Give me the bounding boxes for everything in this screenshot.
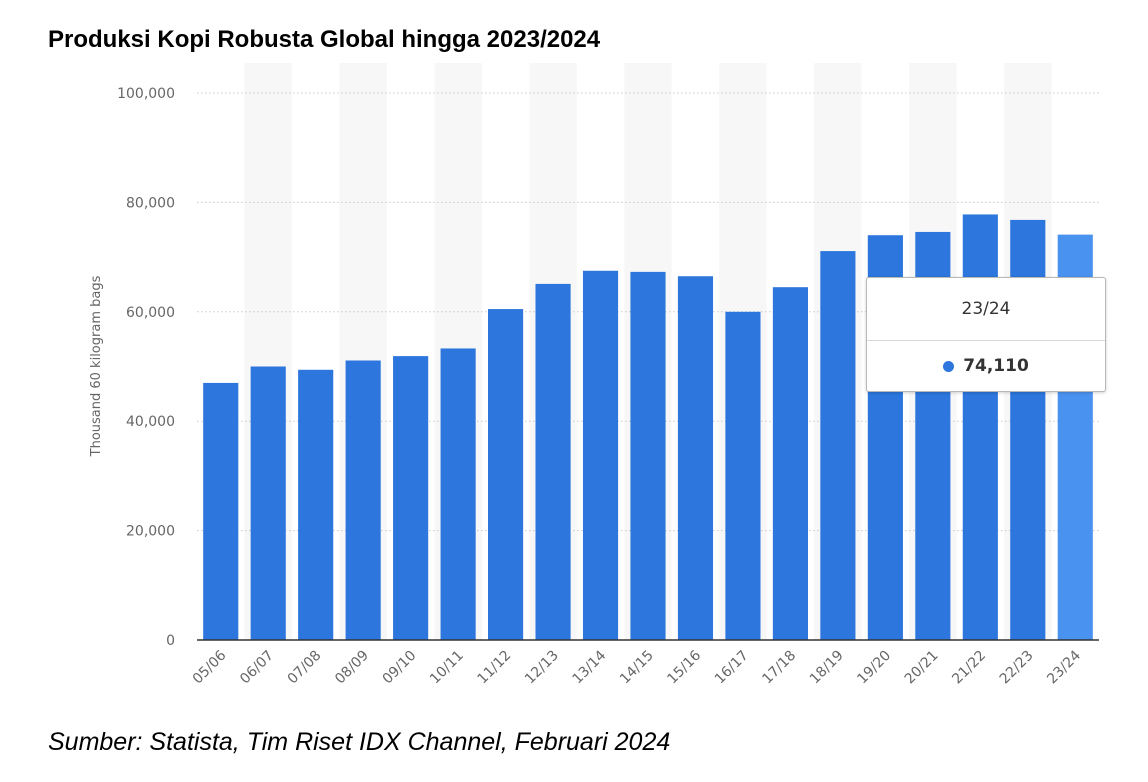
x-tick-label: 18/19 xyxy=(807,648,847,688)
y-tick-label: 0 xyxy=(166,633,175,649)
series-dot-icon xyxy=(943,360,955,372)
x-tick-label: 09/10 xyxy=(380,648,420,688)
y-tick-label: 20,000 xyxy=(126,524,175,540)
x-tick-label: 22/23 xyxy=(997,648,1037,688)
bar[interactable] xyxy=(677,276,714,640)
x-tick-label: 05/06 xyxy=(190,647,230,687)
y-tick-label: 40,000 xyxy=(126,414,175,430)
tooltip-value-row: 74,110 xyxy=(867,341,1105,391)
x-tick-label: 14/15 xyxy=(617,648,657,688)
x-tick-label: 23/24 xyxy=(1044,647,1084,687)
bar-chart: 0 20,000 40,000 60,000 80,000 100,000 05/06 06… xyxy=(89,86,1099,688)
chart-title: Produksi Kopi Robusta Global hingga 2023… xyxy=(48,26,601,53)
bar[interactable] xyxy=(582,270,619,640)
x-tick-label: 16/17 xyxy=(712,648,752,688)
bar[interactable] xyxy=(393,356,429,640)
bar[interactable] xyxy=(630,271,666,640)
y-tick-label: 60,000 xyxy=(126,305,175,321)
bar[interactable] xyxy=(298,369,334,640)
x-tick-label: 13/14 xyxy=(570,647,610,687)
x-tick-label: 10/11 xyxy=(427,648,467,688)
tooltip: 23/24 74,110 xyxy=(866,277,1106,392)
x-tick-label: 21/22 xyxy=(949,648,989,688)
y-axis-label: Thousand 60 kilogram bags xyxy=(89,275,104,457)
x-axis-ticks: 05/06 06/07 07/08 08/09 09/10 10/11 11/12 12/13… xyxy=(190,647,1084,687)
x-tick-label: 17/18 xyxy=(759,648,799,688)
bar[interactable] xyxy=(250,366,286,641)
bar[interactable] xyxy=(203,382,239,640)
bar[interactable] xyxy=(535,283,571,640)
source-note: Sumber: Statista, Tim Riset IDX Channel,… xyxy=(48,728,671,756)
x-tick-label: 15/16 xyxy=(664,647,704,687)
y-tick-label: 80,000 xyxy=(126,195,175,211)
x-tick-label: 08/09 xyxy=(332,648,372,688)
x-tick-label: 07/08 xyxy=(285,648,325,688)
y-tick-label: 100,000 xyxy=(117,86,175,102)
bar[interactable] xyxy=(820,251,856,640)
bar[interactable] xyxy=(488,309,524,640)
tooltip-value: 74,110 xyxy=(963,356,1029,376)
x-tick-label: 20/21 xyxy=(902,648,942,688)
bar[interactable] xyxy=(725,311,761,640)
bar[interactable] xyxy=(772,287,808,640)
tooltip-category: 23/24 xyxy=(867,278,1105,341)
bar[interactable] xyxy=(345,360,381,640)
x-tick-label: 12/13 xyxy=(522,648,562,688)
x-tick-label: 06/07 xyxy=(237,648,277,688)
x-tick-label: 11/12 xyxy=(475,648,515,688)
bar[interactable] xyxy=(440,348,476,640)
y-axis-ticks: 0 20,000 40,000 60,000 80,000 100,000 xyxy=(117,86,175,649)
x-tick-label: 19/20 xyxy=(854,648,894,688)
